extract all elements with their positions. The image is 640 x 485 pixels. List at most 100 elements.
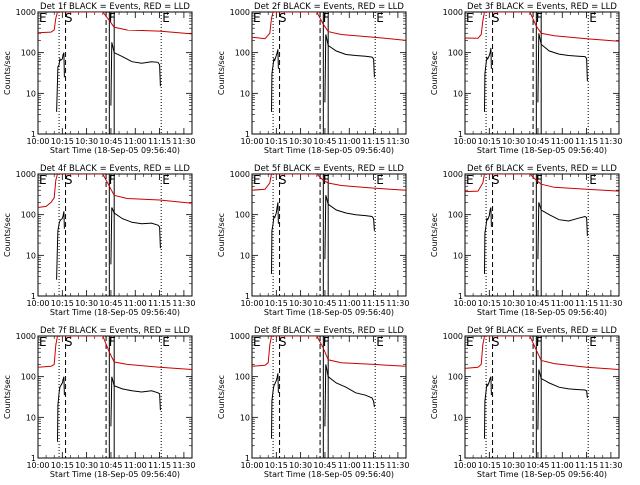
flag-f: F [109, 11, 116, 25]
x-tick-label: 11:30 [599, 299, 622, 308]
x-tick-label: 10:15 [51, 299, 74, 308]
plot-data [38, 174, 192, 280]
flag-s: S [492, 335, 500, 349]
y-axis-label: Counts/sec [430, 375, 439, 419]
panel-title: Det 9f BLACK = Events, RED = LLD [467, 326, 617, 336]
plot-frame [251, 11, 407, 135]
y-tick-label: 1 [245, 130, 250, 139]
x-tick-label: 11:30 [172, 461, 195, 470]
y-tick-label: 10 [240, 251, 250, 260]
x-tick-label: 10:45 [313, 299, 336, 308]
flag-e: E [589, 11, 597, 25]
flag-s: S [65, 173, 73, 187]
x-tick-label: 11:30 [172, 137, 195, 146]
plot-frame [37, 173, 193, 297]
flag-s: S [65, 335, 73, 349]
series-events-line [271, 364, 375, 439]
panel-title: Det 3f BLACK = Events, RED = LLD [467, 2, 617, 12]
y-tick-label: 1000 [230, 8, 250, 17]
x-tick-label: 11:30 [172, 299, 195, 308]
y-tick-label: 1000 [443, 332, 463, 341]
y-axis-label: Counts/sec [217, 51, 226, 95]
y-axis-label: Counts/sec [3, 213, 12, 257]
series-lld-line [38, 336, 192, 370]
x-tick-label: 10:45 [313, 461, 336, 470]
x-tick-label: 11:15 [148, 299, 171, 308]
series-events-line [57, 376, 161, 442]
y-tick-label: 10 [453, 413, 463, 422]
y-tick-label: 1000 [16, 8, 36, 17]
panel-title: Det 7f BLACK = Events, RED = LLD [40, 326, 190, 336]
flag-f: F [109, 173, 116, 187]
x-tick-label: 11:30 [386, 299, 409, 308]
plot-frame [464, 335, 620, 459]
x-tick-label: 10:00 [240, 461, 263, 470]
y-tick-label: 1000 [16, 332, 36, 341]
x-tick-label: 10:45 [313, 137, 336, 146]
x-tick-label: 11:00 [551, 461, 574, 470]
x-tick-label: 11:30 [599, 461, 622, 470]
y-tick-label: 100 [235, 49, 250, 58]
x-tick-label: 11:30 [386, 137, 409, 146]
plot-data [465, 174, 619, 274]
plot-data [252, 12, 406, 112]
plot-frame [464, 11, 620, 135]
x-tick-label: 10:15 [478, 137, 501, 146]
series-lld-line [465, 174, 619, 193]
panel-title: Det 8f BLACK = Events, RED = LLD [254, 326, 404, 336]
y-axis-label: Counts/sec [217, 375, 226, 419]
x-tick-label: 10:45 [526, 461, 549, 470]
x-tick-label: 10:00 [26, 461, 49, 470]
x-tick-label: 11:15 [362, 137, 385, 146]
x-axis-label: Start Time (18-Sep-05 09:56:40) [264, 470, 394, 479]
panel-title: Det 1f BLACK = Events, RED = LLD [40, 2, 190, 12]
x-tick-label: 11:00 [551, 299, 574, 308]
flag-f: F [536, 11, 543, 25]
flag-f: F [536, 335, 543, 349]
x-axis-label: Start Time (18-Sep-05 09:56:40) [264, 308, 394, 317]
panel-det-7: Det 7f BLACK = Events, RED = LLD 1 10 100 10… [3, 326, 195, 479]
flag-e: E [162, 173, 170, 187]
series-events-line [484, 202, 588, 274]
flag-e: E [376, 11, 384, 25]
flag-f: F [323, 173, 330, 187]
x-tick-label: 11:00 [338, 137, 361, 146]
y-tick-label: 100 [21, 373, 36, 382]
panel-det-2: Det 2f BLACK = Events, RED = LLD 1 10 100 10… [217, 2, 409, 155]
panel-det-5: Det 5f BLACK = Events, RED = LLD 1 10 100 10… [217, 164, 409, 317]
flag-e: E [589, 335, 597, 349]
x-tick-label: 10:15 [478, 299, 501, 308]
x-tick-label: 10:30 [502, 461, 525, 470]
panel-det-8: Det 8f BLACK = Events, RED = LLD 1 10 100 10… [217, 326, 409, 479]
panel-title: Det 6f BLACK = Events, RED = LLD [467, 164, 617, 174]
x-tick-label: 10:15 [51, 461, 74, 470]
flag-e: E [376, 335, 384, 349]
panel-det-6: Det 6f BLACK = Events, RED = LLD 1 10 100 10… [430, 164, 622, 317]
x-tick-label: 10:30 [75, 137, 98, 146]
panel-det-4: Det 4f BLACK = Events, RED = LLD 1 10 100 10… [3, 164, 195, 317]
flag-e: E [39, 173, 47, 187]
series-lld-line [252, 336, 406, 367]
flag-e: E [466, 335, 474, 349]
x-tick-label: 11:00 [124, 461, 147, 470]
x-tick-label: 10:30 [502, 137, 525, 146]
y-tick-label: 10 [26, 413, 36, 422]
flag-e: E [589, 173, 597, 187]
panel-det-3: Det 3f BLACK = Events, RED = LLD 1 10 100 10… [430, 2, 622, 155]
panel-det-1: Det 1f BLACK = Events, RED = LLD 1 10 100 10… [3, 2, 195, 155]
flag-e: E [253, 11, 261, 25]
x-tick-label: 11:00 [338, 461, 361, 470]
x-tick-label: 10:00 [240, 299, 263, 308]
x-tick-label: 11:15 [362, 299, 385, 308]
panel-det-9: Det 9f BLACK = Events, RED = LLD 1 10 100 10… [430, 326, 622, 479]
x-tick-label: 10:15 [265, 137, 288, 146]
x-tick-label: 10:30 [289, 299, 312, 308]
plot-frame [37, 335, 193, 459]
x-axis-label: Start Time (18-Sep-05 09:56:40) [50, 470, 180, 479]
y-axis-label: Counts/sec [430, 213, 439, 257]
y-tick-label: 100 [235, 373, 250, 382]
x-tick-label: 11:00 [338, 299, 361, 308]
plot-frame [251, 335, 407, 459]
x-tick-label: 11:15 [575, 299, 598, 308]
y-tick-label: 1 [458, 292, 463, 301]
